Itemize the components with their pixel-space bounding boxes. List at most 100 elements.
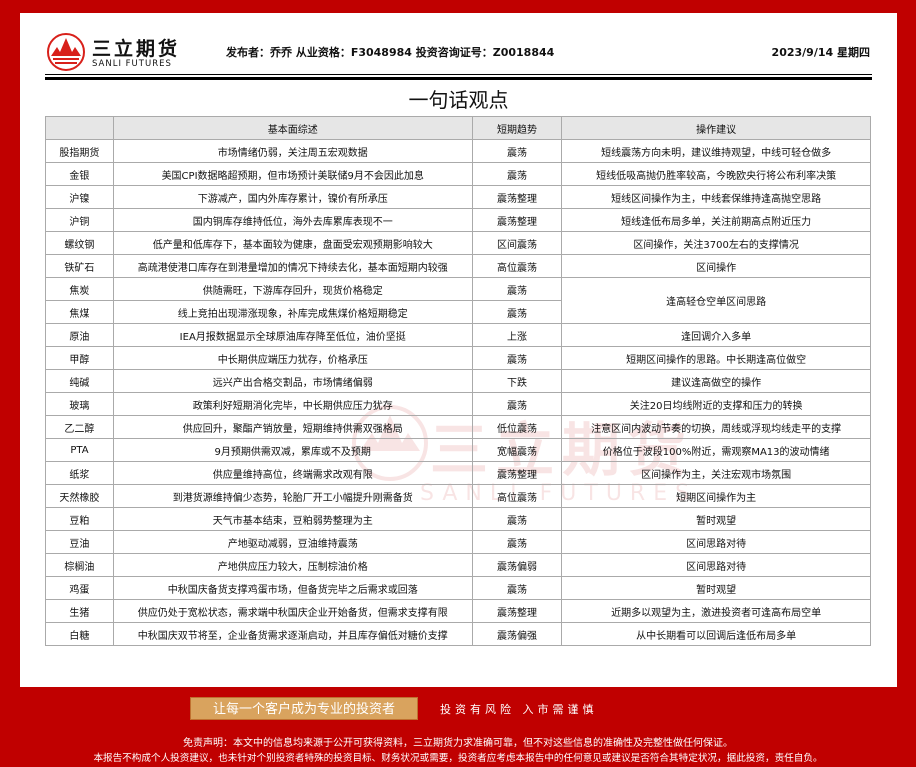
fundamental-summary: 供随需旺，下游库存回升，现货价格稳定 <box>112 277 473 301</box>
fundamental-summary: 供应量维持高位，终端需求改观有限 <box>112 461 473 485</box>
commodity-name: 纸浆 <box>45 461 114 485</box>
commodity-name: 焦煤 <box>45 300 114 324</box>
table-row: 原油 IEA月报数据显示全球原油库存降至低位，油价坚挺 上涨 逢回调介入多单 <box>45 323 871 347</box>
table-row: 棕榈油 产地供应压力较大，压制棕油价格 震荡偏弱 区间思路对待 <box>45 553 871 577</box>
trading-advice: 注意区间内波动节奏的切换，周线或浮现均线走平的支撑 <box>561 415 871 439</box>
commodity-name: 沪铜 <box>45 208 114 232</box>
trading-advice: 暂时观望 <box>561 576 871 600</box>
commodity-name: 白糖 <box>45 622 114 646</box>
commodity-name: 铁矿石 <box>45 254 114 278</box>
trading-advice: 区间操作 <box>561 254 871 278</box>
fundamental-summary: 线上竞拍出现滞涨现象，补库完成焦煤价格短期稳定 <box>112 300 473 324</box>
short-term-trend: 震荡 <box>471 139 563 163</box>
outlook-table: 基本面综述 短期趋势 操作建议 股指期货 市场情绪仍弱，关注周五宏观数据 震荡 短线震… <box>45 116 871 646</box>
fundamental-summary: 下游减产，国内外库存累计，镍价有所承压 <box>112 185 473 209</box>
trading-advice: 价格位于波段100%附近，需观察MA13的波动情绪 <box>561 438 871 462</box>
trading-advice: 区间思路对待 <box>561 530 871 554</box>
short-term-trend: 震荡 <box>471 277 563 301</box>
trading-advice: 从中长期看可以回调后逢低布局多单 <box>561 622 871 646</box>
trading-advice: 逢高轻仓空单区间思路 <box>561 277 871 324</box>
short-term-trend: 震荡 <box>471 392 563 416</box>
table-row: 股指期货 市场情绪仍弱，关注周五宏观数据 震荡 短线震荡方向未明，建议维持观望，中线可… <box>45 139 871 163</box>
fundamental-summary: 美国CPI数据略超预期，但市场预计美联储9月不会因此加息 <box>112 162 473 186</box>
column-header: 短期趋势 <box>471 116 563 140</box>
fundamental-summary: 国内铜库存维持低位，海外去库累库表现不一 <box>112 208 473 232</box>
fundamental-summary: 9月预期供需双减，累库或不及预期 <box>112 438 473 462</box>
trading-advice: 近期多以观望为主，激进投资者可逢高布局空单 <box>561 599 871 623</box>
report-date: 2023/9/14 星期四 <box>771 46 870 59</box>
fundamental-summary: 供应仍处于宽松状态，需求端中秋国庆企业开始备货，但需求支撑有限 <box>112 599 473 623</box>
publisher-info: 发布者：乔乔 从业资格：F3048984 投资咨询证号：Z0018844 <box>226 46 555 59</box>
divider <box>45 74 872 75</box>
table-row: 生猪 供应仍处于宽松状态，需求端中秋国庆企业开始备货，但需求支撑有限 震荡整理 近期多… <box>45 599 871 623</box>
disclaimer-line-2: 本报告不构成个人投资建议，也未针对个别投资者特殊的投资目标、财务状况或需要，投资… <box>93 753 823 764</box>
commodity-name: 天然橡胶 <box>45 484 114 508</box>
table-row: 甲醇 中长期供应端压力犹存，价格承压 震荡 短期区间操作的思路。中长期逢高位做空 <box>45 346 871 370</box>
column-header: 操作建议 <box>561 116 871 140</box>
risk-warning: 投资有风险 入市需谨慎 <box>440 703 598 716</box>
table-row: 螺纹钢 低产量和低库存下，基本面较为健康，盘面受宏观预期影响较大 区间震荡 区间操作，… <box>45 231 871 255</box>
table-row: 玻璃 政策利好短期消化完毕，中长期供应压力犹存 震荡 关注20日均线附近的支撑和压力的… <box>45 392 871 416</box>
table-row: 金银 美国CPI数据略超预期，但市场预计美联储9月不会因此加息 震荡 短线低吸高抛仍胜… <box>45 162 871 186</box>
short-term-trend: 震荡整理 <box>471 599 563 623</box>
commodity-name: 甲醇 <box>45 346 114 370</box>
logo-text-cn: 三立期货 <box>92 38 181 60</box>
column-header <box>45 116 114 140</box>
commodity-name: 生猪 <box>45 599 114 623</box>
short-term-trend: 震荡整理 <box>471 185 563 209</box>
trading-advice: 短期区间操作的思路。中长期逢高位做空 <box>561 346 871 370</box>
short-term-trend: 下跌 <box>471 369 563 393</box>
table-row: 乙二醇 供应回升，聚酯产销放量，短期维持供需双强格局 低位震荡 注意区间内波动节奏的切… <box>45 415 871 439</box>
fundamental-summary: 高疏港使港口库存在到港量增加的情况下持续去化，基本面短期内较强 <box>112 254 473 278</box>
fundamental-summary: 低产量和低库存下，基本面较为健康，盘面受宏观预期影响较大 <box>112 231 473 255</box>
table-row: 沪镍 下游减产，国内外库存累计，镍价有所承压 震荡整理 短线区间操作为主，中线套保维持… <box>45 185 871 209</box>
commodity-name: 金银 <box>45 162 114 186</box>
commodity-name: 沪镍 <box>45 185 114 209</box>
short-term-trend: 宽幅震荡 <box>471 438 563 462</box>
trading-advice: 逢回调介入多单 <box>561 323 871 347</box>
divider <box>45 77 872 80</box>
trading-advice: 区间操作，关注3700左右的支撑情况 <box>561 231 871 255</box>
short-term-trend: 震荡 <box>471 300 563 324</box>
short-term-trend: 区间震荡 <box>471 231 563 255</box>
commodity-name: 股指期货 <box>45 139 114 163</box>
table-row: 白糖 中秋国庆双节将至，企业备货需求逐渐启动，并且库存偏低对糖价支撑 震荡偏强 从中长… <box>45 622 871 646</box>
table-row: 纸浆 供应量维持高位，终端需求改观有限 震荡整理 区间操作为主，关注宏观市场氛围 <box>45 461 871 485</box>
short-term-trend: 震荡偏强 <box>471 622 563 646</box>
fundamental-summary: 市场情绪仍弱，关注周五宏观数据 <box>112 139 473 163</box>
trading-advice: 短线逢低布局多单，关注前期高点附近压力 <box>561 208 871 232</box>
table-header: 基本面综述 短期趋势 操作建议 <box>45 116 871 140</box>
fundamental-summary: IEA月报数据显示全球原油库存降至低位，油价坚挺 <box>112 323 473 347</box>
commodity-name: 纯碱 <box>45 369 114 393</box>
report-panel: 三立期货 SANLI FUTURES 发布者：乔乔 从业资格：F3048984 … <box>20 13 897 687</box>
slogan-banner: 让每一个客户成为专业的投资者 <box>190 697 418 720</box>
commodity-name: 螺纹钢 <box>45 231 114 255</box>
trading-advice: 关注20日均线附近的支撑和压力的转换 <box>561 392 871 416</box>
commodity-name: 豆油 <box>45 530 114 554</box>
trading-advice: 短期区间操作为主 <box>561 484 871 508</box>
column-header: 基本面综述 <box>112 116 473 140</box>
table-row: 豆油 产地驱动减弱，豆油维持震荡 震荡 区间思路对待 <box>45 530 871 554</box>
trading-advice: 短线低吸高抛仍胜率较高，今晚欧央行将公布利率决策 <box>561 162 871 186</box>
trading-advice: 区间思路对待 <box>561 553 871 577</box>
commodity-name: 焦炭 <box>45 277 114 301</box>
short-term-trend: 高位震荡 <box>471 484 563 508</box>
commodity-name: 鸡蛋 <box>45 576 114 600</box>
table-row: 豆粕 天气市基本结束，豆粕弱势整理为主 震荡 暂时观望 <box>45 507 871 531</box>
table-row: 鸡蛋 中秋国庆备货支撑鸡蛋市场，但备货完毕之后需求或回落 震荡 暂时观望 <box>45 576 871 600</box>
table-row: 焦煤 线上竞拍出现滞涨现象，补库完成焦煤价格短期稳定 震荡 <box>45 300 871 324</box>
short-term-trend: 高位震荡 <box>471 254 563 278</box>
short-term-trend: 震荡偏弱 <box>471 553 563 577</box>
fundamental-summary: 到港货源维持偏少态势，轮胎厂开工小幅提升刚需备货 <box>112 484 473 508</box>
table-row: 沪铜 国内铜库存维持低位，海外去库累库表现不一 震荡整理 短线逢低布局多单，关注前期高… <box>45 208 871 232</box>
short-term-trend: 震荡整理 <box>471 208 563 232</box>
commodity-name: PTA <box>45 438 114 462</box>
short-term-trend: 震荡整理 <box>471 461 563 485</box>
page-title: 一句话观点 <box>408 88 509 112</box>
table-row: PTA 9月预期供需双减，累库或不及预期 宽幅震荡 价格位于波段100%附近，需观察M… <box>45 438 871 462</box>
table-row: 铁矿石 高疏港使港口库存在到港量增加的情况下持续去化，基本面短期内较强 高位震荡 区间… <box>45 254 871 278</box>
table-row: 焦炭 供随需旺，下游库存回升，现货价格稳定 震荡 逢高轻仓空单区间思路 <box>45 277 871 324</box>
commodity-name: 乙二醇 <box>45 415 114 439</box>
fundamental-summary: 中长期供应端压力犹存，价格承压 <box>112 346 473 370</box>
commodity-name: 豆粕 <box>45 507 114 531</box>
